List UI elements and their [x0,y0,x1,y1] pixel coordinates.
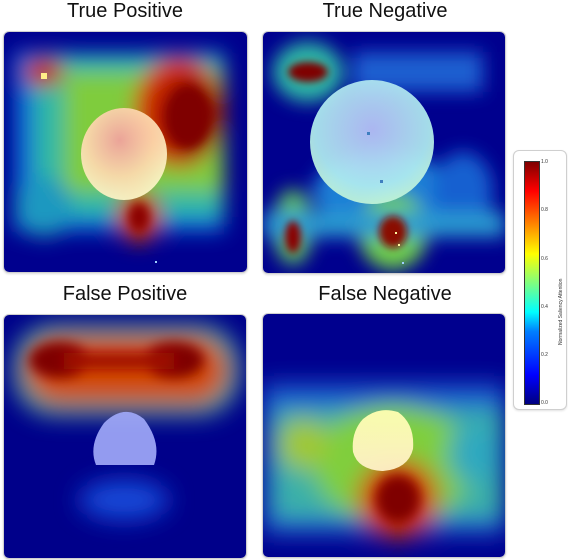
heatmap-false-negative [263,314,505,557]
title-true-positive: True Positive [67,0,183,22]
title-false-positive: False Positive [62,283,188,305]
colorbar [524,161,540,405]
colorbar-tick: 0.4 [541,304,548,310]
heatmap-true-positive [4,32,247,272]
colorbar-frame [513,150,567,410]
colorbar-tick: 0.2 [541,352,548,358]
panel-true-positive [3,31,248,273]
colorbar-tick: 1.0 [541,159,548,165]
colorbar-tick: 0.6 [541,256,548,262]
panel-false-negative [262,313,506,558]
panel-false-positive [3,314,247,559]
heatmap-false-positive [4,315,246,558]
colorbar-label: Normalized Saliency Attention [558,278,564,345]
heatmap-true-negative [263,32,505,273]
panel-true-negative [262,31,506,274]
title-false-negative: False Negative [318,283,452,305]
colorbar-tick: 0.0 [541,400,548,406]
colorbar-tick: 0.8 [541,207,548,213]
title-true-negative: True Negative [322,0,448,22]
